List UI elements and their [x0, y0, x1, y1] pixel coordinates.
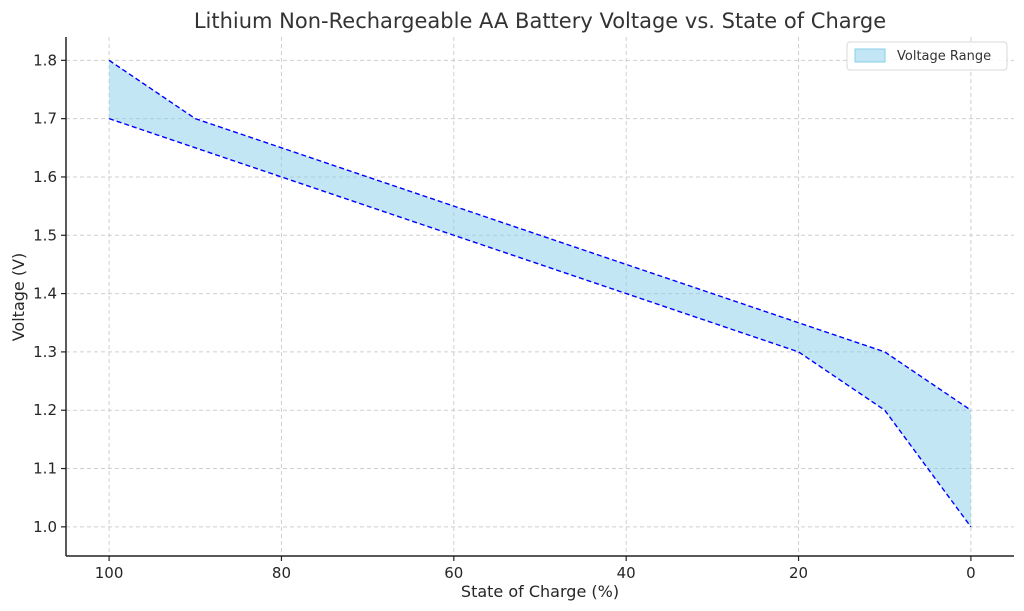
legend-frame [846, 41, 1008, 71]
x-tick-label: 100 [95, 564, 124, 582]
y-tick-label: 1.7 [33, 110, 57, 128]
grid [66, 37, 1014, 556]
x-axis-title: State of Charge (%) [461, 582, 619, 601]
voltage-range-area [109, 60, 971, 527]
x-tick-label: 80 [272, 564, 291, 582]
upper-voltage-line [108, 59, 972, 411]
y-tick-label: 1.1 [33, 460, 57, 478]
chart-title: Lithium Non-Rechargeable AA Battery Volt… [194, 9, 886, 33]
y-tick-label: 1.3 [33, 343, 57, 361]
y-tick-label: 1.5 [33, 226, 57, 244]
y-tick-label: 1.8 [33, 51, 57, 69]
x-tick-label: 40 [617, 564, 636, 582]
axes [65, 37, 1014, 557]
y-tick-label: 1.0 [33, 518, 57, 536]
x-tick-label: 20 [789, 564, 808, 582]
y-tick-label: 1.2 [33, 401, 57, 419]
lower-voltage-line [108, 117, 972, 528]
x-tick-label: 0 [966, 564, 976, 582]
x-tick-label: 60 [444, 564, 463, 582]
legend: Voltage Range [846, 41, 1008, 71]
voltage-band [108, 59, 972, 528]
ticks: 100 80 60 40 20 0 1.0 1.1 1.2 1.3 1.4 1.5 1.6 1.7 1.8 [33, 51, 976, 582]
legend-label-voltage-range: Voltage Range [897, 49, 991, 64]
y-tick-label: 1.6 [33, 168, 57, 186]
y-axis-title: Voltage (V) [9, 253, 28, 342]
legend-swatch [854, 48, 886, 63]
y-tick-label: 1.4 [33, 285, 57, 303]
